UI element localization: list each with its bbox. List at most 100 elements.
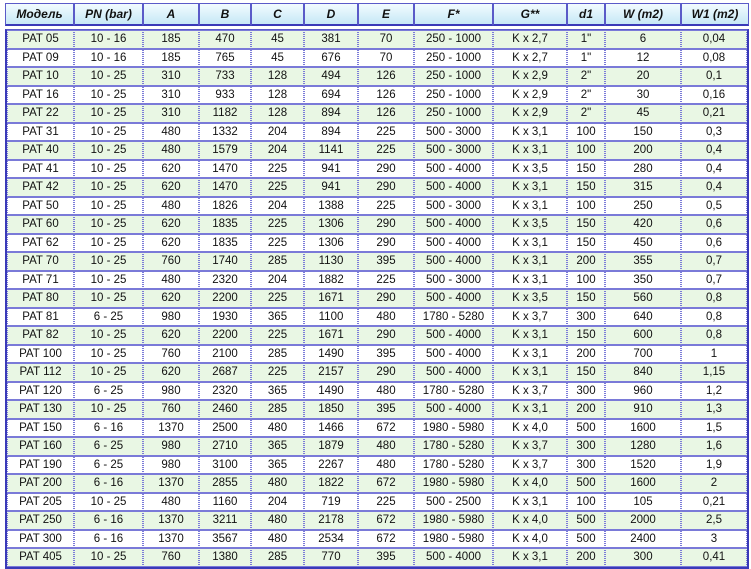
table-cell: 500 - 4000 xyxy=(414,178,493,197)
table-cell: 620 xyxy=(143,363,199,382)
table-row: PAT 82 10 - 25 620 2200 225 1671 290 500 - 4000… xyxy=(7,326,747,345)
table-cell: 250 xyxy=(605,196,681,215)
table-row: PAT 41 10 - 25 620 1470 225 941 290 500 - 4000 K… xyxy=(7,159,747,178)
table-cell: PAT 40 xyxy=(7,141,74,160)
table-row: PAT 05 10 - 16 185 470 45 381 70 250 - 1000 K x … xyxy=(7,30,747,49)
table-cell: 1930 xyxy=(199,307,251,326)
table-cell: 700 xyxy=(605,344,681,363)
column-header: B xyxy=(199,3,251,26)
table-cell: 250 - 1000 xyxy=(414,85,493,104)
table-cell: PAT 50 xyxy=(7,196,74,215)
table-row: PAT 16 10 - 25 310 933 128 694 126 250 - 1000 K … xyxy=(7,85,747,104)
table-row: PAT 120 6 - 25 980 2320 365 1490 480 1780 - 528… xyxy=(7,381,747,400)
table-cell: 672 xyxy=(358,418,414,437)
table-cell: 10 - 25 xyxy=(74,289,143,308)
table-cell: 1332 xyxy=(199,122,251,141)
table-cell: 6 - 16 xyxy=(74,418,143,437)
table-cell: 2320 xyxy=(199,270,251,289)
table-cell: K x 3,1 xyxy=(493,141,567,160)
table-cell: 500 - 4000 xyxy=(414,159,493,178)
table-cell: 204 xyxy=(251,122,304,141)
table-row: PAT 250 6 - 16 1370 3211 480 2178 672 1980 - 59… xyxy=(7,511,747,530)
table-cell: 480 xyxy=(358,455,414,474)
table-cell: 6 - 25 xyxy=(74,307,143,326)
table-cell: 500 - 4000 xyxy=(414,363,493,382)
table-cell: K x 3,1 xyxy=(493,122,567,141)
table-cell: 395 xyxy=(358,252,414,271)
table-cell: K x 2,7 xyxy=(493,30,567,49)
table-cell: 10 - 25 xyxy=(74,492,143,511)
table-row: PAT 22 10 - 25 310 1182 128 894 126 250 - 1000 K… xyxy=(7,104,747,123)
table-cell: 480 xyxy=(143,141,199,160)
table-cell: K x 3,7 xyxy=(493,307,567,326)
table-cell: 10 - 25 xyxy=(74,270,143,289)
table-cell: 6 - 16 xyxy=(74,474,143,493)
table-cell: 0,6 xyxy=(681,233,747,252)
table-cell: 1370 xyxy=(143,511,199,530)
table-cell: K x 3,7 xyxy=(493,437,567,456)
table-cell: 980 xyxy=(143,381,199,400)
table-cell: 0,6 xyxy=(681,215,747,234)
table-row: PAT 62 10 - 25 620 1835 225 1306 290 500 - 4000… xyxy=(7,233,747,252)
table-cell: 1160 xyxy=(199,492,251,511)
table-cell: 225 xyxy=(251,233,304,252)
table-cell: 0,4 xyxy=(681,178,747,197)
table-cell: 480 xyxy=(143,492,199,511)
table-cell: 225 xyxy=(251,159,304,178)
table-cell: 500 - 4000 xyxy=(414,326,493,345)
table-cell: 381 xyxy=(304,30,358,49)
table-cell: K x 3,1 xyxy=(493,548,567,567)
table-cell: 760 xyxy=(143,252,199,271)
table-cell: 480 xyxy=(251,511,304,530)
column-header: E xyxy=(358,3,414,26)
table-cell: 150 xyxy=(567,326,605,345)
table-cell: 10 - 25 xyxy=(74,159,143,178)
table-cell: 3100 xyxy=(199,455,251,474)
table-cell: 620 xyxy=(143,215,199,234)
table-cell: PAT 22 xyxy=(7,104,74,123)
table-row: PAT 200 6 - 16 1370 2855 480 1822 672 1980 - 59… xyxy=(7,474,747,493)
table-cell: 204 xyxy=(251,492,304,511)
table-row: PAT 71 10 - 25 480 2320 204 1882 225 500 - 3000… xyxy=(7,270,747,289)
table-cell: 1671 xyxy=(304,289,358,308)
table-cell: PAT 05 xyxy=(7,30,74,49)
table-cell: 500 xyxy=(567,474,605,493)
table-cell: 250 - 1000 xyxy=(414,48,493,67)
table-cell: 6 xyxy=(605,30,681,49)
table-cell: 10 - 25 xyxy=(74,400,143,419)
table-cell: 500 xyxy=(567,418,605,437)
table-cell: PAT 190 xyxy=(7,455,74,474)
table-cell: 310 xyxy=(143,67,199,86)
table-cell: 1,6 xyxy=(681,437,747,456)
table-cell: 290 xyxy=(358,178,414,197)
table-cell: 10 - 25 xyxy=(74,344,143,363)
table-cell: K x 3,1 xyxy=(493,196,567,215)
table-cell: 225 xyxy=(358,270,414,289)
table-cell: 225 xyxy=(251,178,304,197)
table-row: PAT 60 10 - 25 620 1835 225 1306 290 500 - 4000… xyxy=(7,215,747,234)
table-cell: 620 xyxy=(143,178,199,197)
table-cell: 500 xyxy=(567,529,605,548)
table-cell: 225 xyxy=(251,363,304,382)
table-cell: 1388 xyxy=(304,196,358,215)
table-cell: 2500 xyxy=(199,418,251,437)
table-cell: PAT 150 xyxy=(7,418,74,437)
table-cell: K x 2,7 xyxy=(493,48,567,67)
table-cell: 150 xyxy=(567,159,605,178)
table-cell: K x 3,7 xyxy=(493,455,567,474)
column-header: d1 xyxy=(567,3,605,26)
table-cell: 620 xyxy=(143,289,199,308)
table-cell: 0,8 xyxy=(681,289,747,308)
table-cell: PAT 41 xyxy=(7,159,74,178)
table-cell: K x 3,1 xyxy=(493,492,567,511)
table-cell: K x 3,1 xyxy=(493,363,567,382)
table-cell: 10 - 16 xyxy=(74,48,143,67)
table-cell: 200 xyxy=(605,141,681,160)
table-cell: 640 xyxy=(605,307,681,326)
table-cell: 2855 xyxy=(199,474,251,493)
table-cell: 1882 xyxy=(304,270,358,289)
table-cell: 150 xyxy=(567,289,605,308)
table-cell: 3211 xyxy=(199,511,251,530)
table-cell: 365 xyxy=(251,307,304,326)
table-cell: 672 xyxy=(358,529,414,548)
